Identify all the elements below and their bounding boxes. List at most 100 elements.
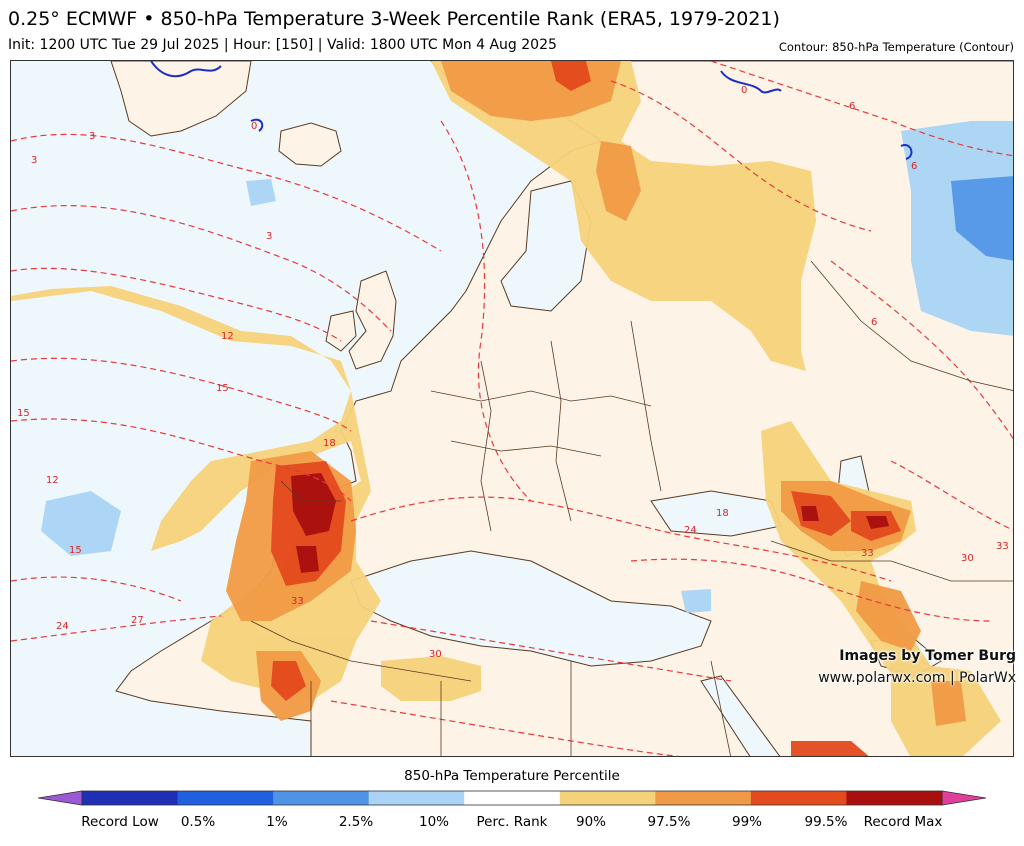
country-borders — [250, 260, 1013, 756]
shade-10-atlantic — [41, 491, 121, 556]
contour-line — [350, 496, 892, 582]
shade-99-arabia-coast — [791, 741, 869, 756]
contour-line — [630, 558, 992, 622]
temperature-contours — [11, 61, 1013, 756]
contour-line — [11, 615, 222, 642]
zero-contour-small-2 — [900, 144, 913, 160]
contour-label: 30 — [429, 649, 442, 660]
colorbar-segment — [559, 791, 656, 805]
contour-label: 3 — [89, 131, 95, 142]
contour-label: 33 — [996, 541, 1009, 552]
border-line — [630, 320, 662, 492]
colorbar — [38, 790, 986, 806]
colorbar-label: 99.5% — [804, 814, 848, 830]
contour-line — [330, 700, 680, 756]
colorbar-label: 99% — [731, 814, 763, 830]
shade-975-yemen — [931, 681, 966, 726]
credit-author: Images by Tomer Burg — [839, 648, 1016, 664]
contour-label: 0 — [741, 85, 747, 96]
contour-label: 6 — [911, 161, 917, 172]
shade-99-morocco — [271, 661, 306, 701]
colorbar-label: Perc. Rank — [476, 814, 548, 830]
border-line — [430, 390, 652, 407]
chart-subtitle: Init: 1200 UTC Tue 29 Jul 2025 | Hour: [… — [8, 37, 557, 53]
contour-label: 24 — [684, 525, 697, 536]
chart-title: 0.25° ECMWF • 850-hPa Temperature 3-Week… — [8, 8, 780, 30]
border-line — [450, 440, 602, 457]
contour-label: 15 — [216, 383, 229, 394]
zero-contour-small — [250, 118, 264, 132]
contour-line — [370, 620, 732, 682]
contour-label: 3 — [31, 155, 37, 166]
colorbar-segment — [846, 791, 943, 805]
colorbar-segment — [273, 791, 370, 805]
colorbar-segment — [750, 791, 847, 805]
shade-10-east-med — [681, 589, 711, 613]
contour-label: 15 — [69, 545, 82, 556]
credit-website: www.polarwx.com | PolarWx — [818, 670, 1016, 686]
colorbar-segment — [368, 791, 465, 805]
contour-label: 33 — [861, 548, 874, 559]
colorbar-label: 97.5% — [647, 814, 691, 830]
colorbar-label: Record Low — [81, 814, 159, 830]
shade-995-spain-south — [296, 546, 319, 573]
border-line — [710, 660, 731, 756]
border-line — [250, 620, 472, 682]
colorbar-segment — [655, 791, 752, 805]
shade-99-norway — [551, 61, 591, 91]
contour-line — [610, 80, 872, 232]
colorbar-outline — [81, 790, 943, 806]
colorbar-segment-record-max — [941, 790, 986, 806]
colorbar-segment-record-low — [38, 790, 83, 806]
map-svg: 3 3 3 0 0 6 6 6 12 15 15 15 12 18 18 24 … — [11, 61, 1013, 756]
contour-label: 27 — [131, 615, 144, 626]
shade-10-iceland-south — [246, 179, 276, 206]
contour-line — [440, 120, 532, 502]
contour-label: 6 — [849, 101, 855, 112]
colorbar-label: 2.5% — [338, 814, 374, 830]
shade-995-iberia — [291, 473, 336, 536]
contour-label: 15 — [17, 408, 30, 419]
percentile-shading — [11, 61, 1013, 756]
colorbar-segment — [82, 791, 179, 805]
shade-995-iraq — [866, 516, 889, 529]
contour-line — [710, 61, 1013, 157]
contour-label: 33 — [291, 596, 304, 607]
contour-line — [830, 260, 1013, 440]
contour-line — [11, 418, 352, 502]
contour-line — [11, 357, 352, 432]
border-line — [770, 540, 1013, 582]
colorbar-label: Record Max — [863, 814, 943, 830]
contour-label: 6 — [871, 317, 877, 328]
zero-contours — [150, 61, 913, 160]
contour-labels: 3 3 3 0 0 6 6 6 12 15 15 15 12 18 18 24 … — [17, 85, 1009, 662]
sea-mediterranean — [350, 550, 712, 667]
landmass-greenland — [110, 61, 252, 137]
colorbar-label: 0.5% — [180, 814, 216, 830]
contour-label: 18 — [323, 438, 336, 449]
shade-90-sahara-east — [381, 656, 481, 701]
landmass-iceland — [278, 122, 342, 167]
contour-label: 33 — [936, 651, 949, 662]
contour-label: 18 — [716, 508, 729, 519]
landmass-ireland — [325, 310, 357, 352]
colorbar-label: 1% — [266, 814, 288, 830]
contour-label: 3 — [266, 231, 272, 242]
contour-line — [11, 205, 392, 332]
contour-line — [11, 133, 442, 252]
border-line — [810, 260, 1013, 391]
border-line — [550, 340, 572, 522]
contour-label: 12 — [221, 331, 234, 342]
zero-contour-novaya — [720, 70, 782, 94]
colorbar-label: 10% — [418, 814, 450, 830]
colorbar-segment — [464, 791, 561, 805]
colorbar-title: 850-hPa Temperature Percentile — [404, 768, 620, 784]
shade-25-russia-east — [951, 176, 1013, 261]
contour-line — [11, 576, 182, 602]
shade-975-iran — [856, 581, 921, 651]
colorbar-labels: Record Low 0.5% 1% 2.5% 10% Perc. Rank 9… — [0, 814, 1024, 834]
contour-note: Contour: 850-hPa Temperature (Contour) — [778, 40, 1014, 54]
contour-label: 24 — [56, 621, 69, 632]
colorbar-label: 90% — [575, 814, 607, 830]
shade-99-turkey — [791, 491, 851, 536]
